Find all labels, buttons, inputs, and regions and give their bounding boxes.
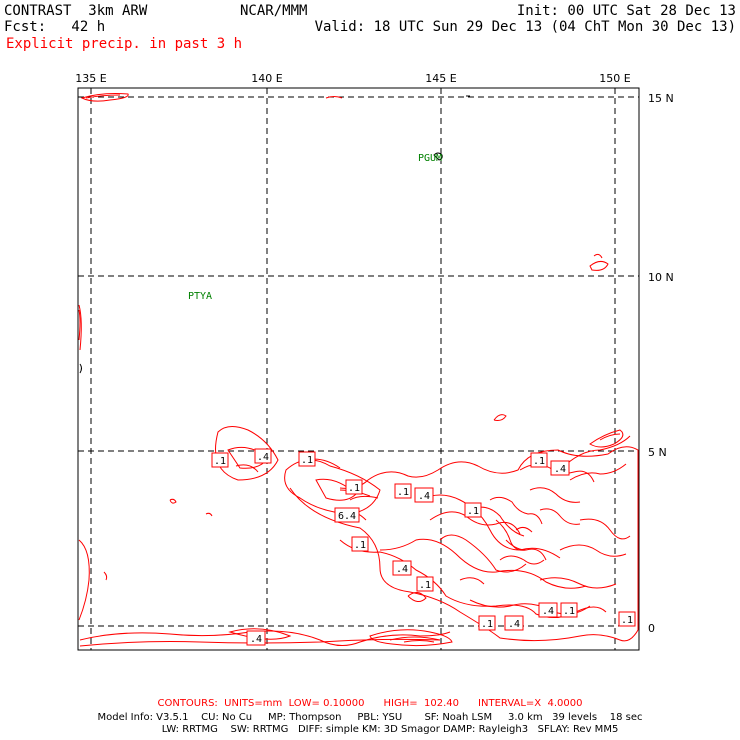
forecast-hour: Fcst: 42 h [4,19,106,35]
svg-text:.1: .1 [467,506,479,517]
svg-text:.1: .1 [214,456,226,467]
valid-time: Valid: 18 UTC Sun 29 Dec 13 (04 ChT Mon … [314,19,736,35]
station-pgum: PGUM [418,153,442,164]
svg-text:.1: .1 [348,483,360,494]
svg-text:.1: .1 [481,619,493,630]
svg-text:.1: .1 [354,540,366,551]
lon-label-150: 150 E [599,72,630,85]
contour-label: .4 [254,448,272,464]
contour-label: .1 [394,483,412,499]
lon-label-145: 145 E [425,72,456,85]
model-title: CONTRAST 3km ARW [4,3,148,19]
station-ptya: PTYA [188,291,212,302]
contour-label: .1 [345,479,363,495]
svg-text:.1: .1 [397,487,409,498]
center-label: NCAR/MMM [240,3,308,19]
contour-label: .1 [416,576,434,592]
contour-label: .1 [530,452,548,468]
lat-label-15n: 15 N [648,92,674,105]
svg-text:.4: .4 [396,564,408,575]
lon-label-140: 140 E [251,72,282,85]
map-frame [77,87,640,651]
contour-label: .1 [351,536,369,552]
svg-text:.4: .4 [542,606,554,617]
svg-text:.4: .4 [257,452,269,463]
field-title: Explicit precip. in past 3 h [6,36,243,52]
svg-text:6.4: 6.4 [338,511,356,522]
svg-text:.1: .1 [533,456,545,467]
contour-label: 6.4 [334,507,360,523]
model-info-line2: LW: RRTMG SW: RRTMG DIFF: simple KM: 3D … [161,724,619,735]
contour-label: .1 [298,451,316,467]
contour-label: .4 [392,560,412,576]
contour-label: .1 [560,602,578,618]
svg-text:.1: .1 [563,606,575,617]
contour-label: .1 [464,502,482,518]
lat-label-0: 0 [648,622,655,635]
lon-label-135: 135 E [75,72,106,85]
contour-label: .1 [618,611,636,627]
contour-label: .4 [538,602,558,618]
guam-island-outline [433,95,470,161]
svg-text:.4: .4 [250,634,262,645]
init-time: Init: 00 UTC Sat 28 Dec 13 [516,3,736,19]
svg-text:.1: .1 [419,580,431,591]
model-info-line1: Model Info: V3.5.1 CU: No Cu MP: Thompso… [97,712,643,723]
contour-label: .4 [414,487,434,503]
svg-text:.1: .1 [301,455,313,466]
precip-contours [78,93,639,647]
lat-label-10n: 10 N [648,271,674,284]
contour-label: .4 [504,615,524,631]
svg-text:.1: .1 [621,615,633,626]
contour-label: .4 [246,630,266,646]
west-island-outline [79,363,82,374]
svg-text:.4: .4 [508,619,520,630]
lat-label-5n: 5 N [648,446,667,459]
contour-label: .4 [550,460,570,476]
svg-text:.4: .4 [554,464,566,475]
svg-text:.4: .4 [418,491,430,502]
contour-label: .1 [211,452,229,468]
lat-lon-grid [78,88,639,650]
contour-label-group: .1 .4 .1 .1 .1 .4 6.4 .1 .1 .4 .1 .1 .4 … [211,448,636,646]
contour-info: CONTOURS: UNITS=mm LOW= 0.10000 HIGH= 10… [157,698,583,709]
contour-label: .1 [478,615,496,631]
